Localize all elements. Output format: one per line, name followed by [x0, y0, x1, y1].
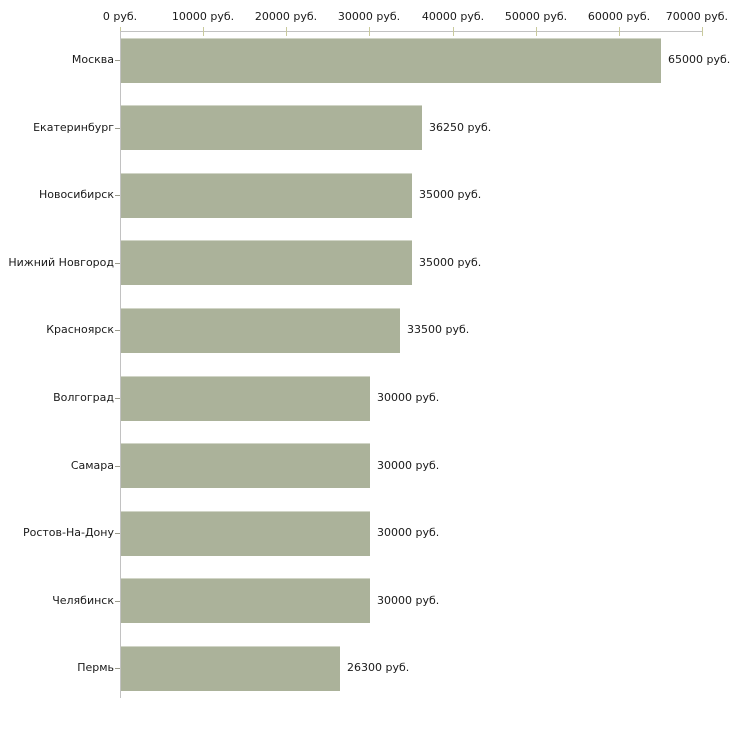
- category-label: Волгоград: [53, 391, 114, 404]
- category-label: Москва: [71, 53, 114, 66]
- category-label: Пермь: [77, 661, 114, 674]
- value-label: 30000 руб.: [377, 391, 440, 404]
- category-label: Нижний Новгород: [8, 256, 114, 269]
- category-label: Красноярск: [46, 323, 114, 336]
- category-label: Челябинск: [52, 594, 114, 607]
- y-axis-tick-mark: [115, 668, 120, 669]
- bar-7: [121, 443, 370, 488]
- value-label: 33500 руб.: [407, 323, 470, 336]
- category-label: Ростов-На-Дону: [22, 526, 114, 539]
- bar-6: [121, 376, 370, 421]
- category-label: Новосибирск: [38, 188, 114, 201]
- y-axis-tick-mark: [115, 398, 120, 399]
- category-label: Екатеринбург: [33, 121, 114, 134]
- x-axis-tick-label: 40000 руб.: [421, 10, 485, 23]
- y-axis-tick-mark: [115, 128, 120, 129]
- y-axis-tick-mark: [115, 330, 120, 331]
- bar-3: [121, 173, 412, 218]
- category-label: Самара: [70, 459, 114, 472]
- x-axis-tick-label: 0 руб.: [102, 10, 138, 23]
- value-label: 35000 руб.: [419, 188, 482, 201]
- y-axis-tick-mark: [115, 466, 120, 467]
- x-axis-tick-label: 70000 руб.: [665, 10, 728, 23]
- value-label: 26300 руб.: [347, 661, 410, 674]
- value-label: 30000 руб.: [377, 526, 440, 539]
- y-axis-line: [120, 31, 121, 698]
- bar-4: [121, 240, 412, 285]
- y-axis-tick-mark: [115, 601, 120, 602]
- x-axis-tick-mark: [369, 27, 370, 36]
- x-axis-tick-mark: [619, 27, 620, 36]
- x-axis-tick-mark: [453, 27, 454, 36]
- x-axis-tick-mark: [702, 27, 703, 36]
- value-label: 65000 руб.: [668, 53, 730, 66]
- x-axis-tick-mark: [286, 27, 287, 36]
- value-label: 30000 руб.: [377, 459, 440, 472]
- bar-1: [121, 38, 661, 83]
- x-axis-tick-label: 60000 руб.: [587, 10, 651, 23]
- x-axis-tick-label: 30000 руб.: [337, 10, 401, 23]
- x-axis-tick-mark: [536, 27, 537, 36]
- y-axis-tick-mark: [115, 263, 120, 264]
- y-axis-tick-mark: [115, 533, 120, 534]
- bar-2: [121, 105, 422, 150]
- y-axis-tick-mark: [115, 195, 120, 196]
- x-axis-tick-label: 50000 руб.: [504, 10, 568, 23]
- x-axis-tick-label: 20000 руб.: [254, 10, 318, 23]
- value-label: 30000 руб.: [377, 594, 440, 607]
- bar-8: [121, 511, 370, 556]
- value-label: 35000 руб.: [419, 256, 482, 269]
- bar-10: [121, 646, 340, 691]
- x-axis-tick-mark: [203, 27, 204, 36]
- y-axis-tick-mark: [115, 60, 120, 61]
- x-axis-tick-label: 10000 руб.: [171, 10, 235, 23]
- x-axis-line: [120, 31, 703, 32]
- bar-5: [121, 308, 400, 353]
- value-label: 36250 руб.: [429, 121, 492, 134]
- bar-9: [121, 578, 370, 623]
